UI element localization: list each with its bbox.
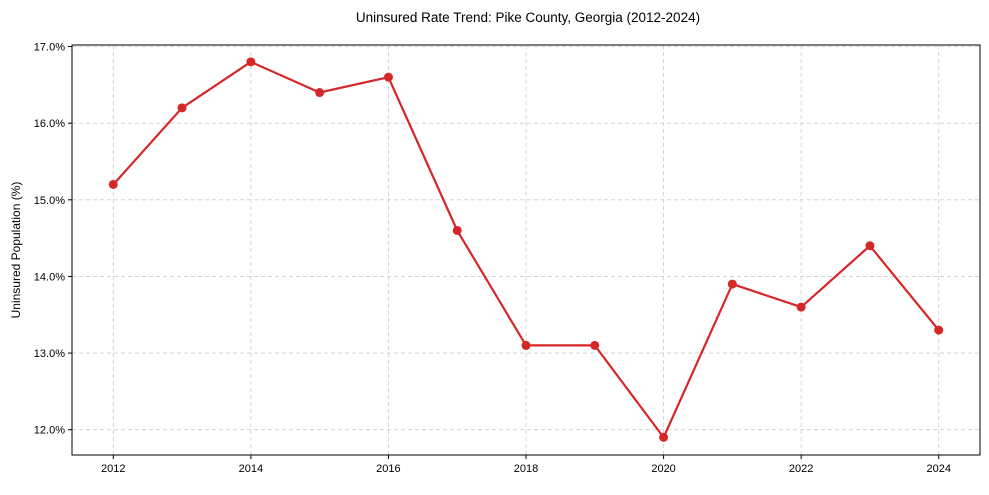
- x-tick-label: 2022: [789, 463, 813, 475]
- data-point-marker: [315, 88, 325, 98]
- data-series: [108, 57, 944, 442]
- y-tick-label: 14.0%: [34, 271, 65, 283]
- data-point-marker: [383, 72, 393, 82]
- data-point-marker: [590, 340, 600, 350]
- y-tick-label: 16.0%: [34, 118, 65, 130]
- x-tick-label: 2014: [239, 463, 263, 475]
- x-tick-label: 2024: [926, 463, 950, 475]
- data-point-marker: [659, 432, 669, 442]
- data-point-marker: [727, 279, 737, 289]
- y-tick-label: 15.0%: [34, 195, 65, 207]
- x-tick-label: 2012: [101, 463, 125, 475]
- data-point-marker: [934, 325, 944, 335]
- y-axis-label: Uninsured Population (%): [9, 182, 23, 319]
- y-tick-label: 13.0%: [34, 348, 65, 360]
- chart-title: Uninsured Rate Trend: Pike County, Georg…: [356, 10, 700, 25]
- x-tick-label: 2016: [376, 463, 400, 475]
- x-tick-label: 2018: [514, 463, 538, 475]
- data-point-marker: [177, 103, 187, 113]
- x-tick-label: 2020: [651, 463, 675, 475]
- data-point-marker: [108, 179, 118, 189]
- plot-frame: [71, 44, 981, 456]
- data-point-marker: [521, 340, 531, 350]
- axis-ticks: 2012 2014 2016 2018 2020 2022 2024 12.0% 13.0% 14…: [34, 42, 951, 475]
- y-tick-label: 12.0%: [34, 425, 65, 437]
- data-point-marker: [796, 302, 806, 312]
- data-point-marker: [246, 57, 256, 67]
- data-point-marker: [865, 241, 875, 251]
- grid-lines: [72, 45, 980, 455]
- y-tick-label: 17.0%: [34, 42, 65, 54]
- data-point-marker: [452, 225, 462, 235]
